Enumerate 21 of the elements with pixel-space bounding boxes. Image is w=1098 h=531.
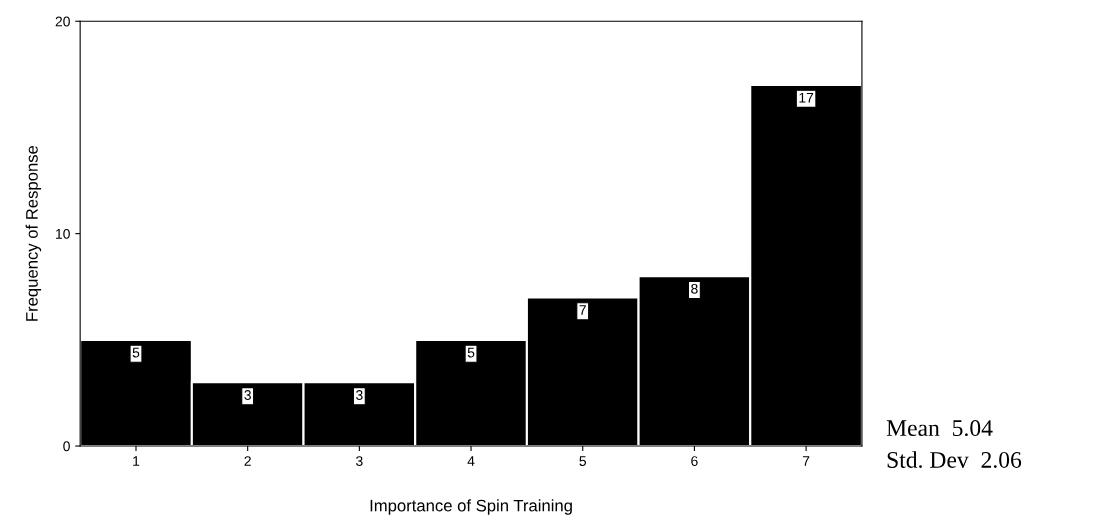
x-tick-label: 4	[467, 456, 475, 466]
x-tick-label: 2	[244, 456, 251, 466]
data-label: 8	[691, 283, 698, 294]
text: Std. Dev 2.06	[887, 451, 1022, 468]
data-label: 5	[467, 347, 475, 358]
x-tick-label: 1	[133, 456, 140, 466]
data-label: 5	[132, 347, 140, 358]
text: Mean 5.04	[886, 420, 993, 437]
data-label: 3	[356, 390, 363, 400]
y-axis-title: Frequency of Response	[25, 145, 42, 321]
y-tick-label: 10	[56, 228, 70, 239]
x-axis-title: Importance of Spin Training	[370, 499, 572, 515]
data-label: 3	[244, 390, 251, 400]
data-label: 7	[579, 305, 586, 315]
x-tick-label: 3	[356, 456, 363, 466]
x-tick-label: 7	[802, 456, 810, 466]
data-label: 17	[799, 92, 814, 103]
y-tick-label: 20	[55, 16, 70, 27]
x-tick-label: 6	[691, 456, 698, 466]
x-tick-label: 5	[579, 456, 586, 466]
y-tick-label: 0	[63, 441, 70, 452]
